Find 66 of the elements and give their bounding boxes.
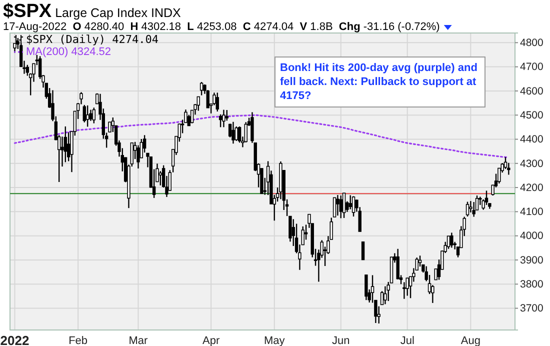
candlestick <box>352 196 356 218</box>
candlestick <box>64 126 68 163</box>
candlestick <box>232 121 235 144</box>
chart-title: $SPX Large Cap Index INDX <box>3 1 182 22</box>
y-tick-label: 4600 <box>520 85 544 98</box>
y-tick-label: 3900 <box>520 254 544 266</box>
candlestick <box>196 96 200 112</box>
candlestick <box>222 109 226 128</box>
candlestick <box>484 190 488 206</box>
y-tick-label: 4200 <box>520 182 544 194</box>
candlestick <box>406 277 409 296</box>
candlestick <box>200 81 204 96</box>
candlestick <box>384 286 387 305</box>
candlestick <box>332 197 336 218</box>
x-tick-label: Jun <box>332 334 350 346</box>
x-tick-label: Jul <box>400 334 414 346</box>
candlestick <box>218 114 222 128</box>
candlestick <box>396 248 400 280</box>
candlestick <box>51 90 54 122</box>
candlestick <box>108 121 112 133</box>
candlestick <box>339 194 342 219</box>
candlestick <box>238 126 242 144</box>
candlestick <box>187 114 190 127</box>
x-tick-label: 2022 <box>0 333 30 346</box>
candlestick <box>446 235 450 250</box>
y-tick-label: 4300 <box>520 158 544 170</box>
candlestick <box>348 194 352 210</box>
candlestick <box>158 170 162 186</box>
candlestick <box>234 126 238 142</box>
legend-label: MA(200) 4324.52 <box>26 46 111 58</box>
y-tick-label: 4000 <box>520 230 544 242</box>
y-tick-label: 4100 <box>520 206 544 218</box>
y-tick-label: 4400 <box>520 134 544 146</box>
legend-label: $SPX (Daily) 4274.04 <box>26 33 159 46</box>
candlestick <box>86 104 90 128</box>
candlestick <box>402 282 406 300</box>
candlestick <box>336 194 340 216</box>
text: 17-Aug-2022 O 4280.40 H 4302.18 L 4253.08 C 4274.04 V 1.8B Chg -31.16 (-0.72%) <box>3 21 440 33</box>
y-tick-label: 3800 <box>520 278 544 290</box>
candlestick <box>225 109 228 122</box>
x-tick-label: Feb <box>68 334 88 346</box>
candlestick <box>472 201 476 218</box>
x-tick-label: May <box>264 334 286 346</box>
annotation: Bonk! Hit its 200-day avg (purple) and fell back. Next: Pullback to support at 4175? <box>280 62 478 102</box>
y-tick-label: 4700 <box>520 61 544 74</box>
candlestick <box>361 241 365 260</box>
candlestick <box>469 200 472 214</box>
candlestick <box>288 215 292 242</box>
candlestick <box>216 92 219 112</box>
candlestick <box>450 232 454 248</box>
candlestick <box>244 122 248 143</box>
y-tick-label: 3700 <box>520 302 544 315</box>
candlestick <box>26 64 30 76</box>
x-tick-label: Apr <box>202 334 220 346</box>
candlestick <box>466 201 470 218</box>
candlestick <box>418 255 422 268</box>
candlestick <box>92 107 96 124</box>
candlestick <box>364 274 368 301</box>
x-tick-label: Mar <box>128 334 148 346</box>
y-tick-label: 4800 <box>520 37 544 50</box>
candlestick <box>342 192 346 219</box>
candlestick <box>136 144 140 170</box>
candlestick <box>82 104 86 123</box>
x-tick-label: Aug <box>460 334 480 346</box>
candlestick <box>380 290 384 306</box>
y-tick-label: 4500 <box>520 109 544 122</box>
